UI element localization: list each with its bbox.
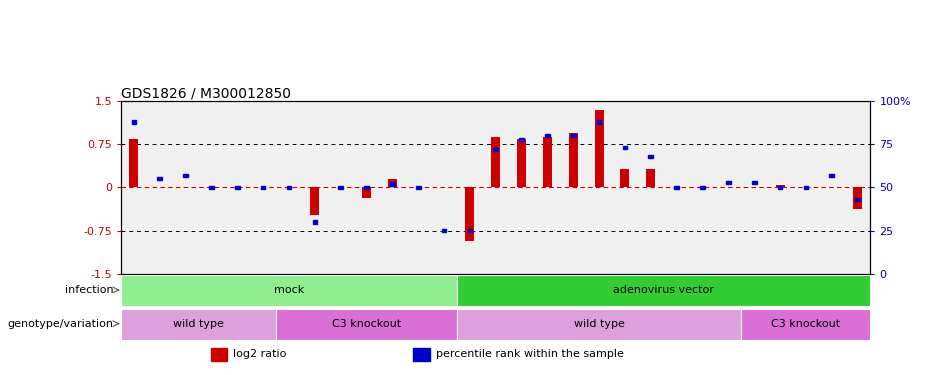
Text: GDS1826 / M300012850: GDS1826 / M300012850 — [121, 86, 291, 100]
Bar — [211, 348, 227, 361]
Bar — [776, 184, 785, 188]
Bar — [388, 179, 397, 188]
Bar — [569, 133, 578, 188]
Bar — [313, 220, 317, 224]
Bar — [287, 186, 291, 189]
Text: log2 ratio: log2 ratio — [234, 349, 287, 359]
Bar — [493, 148, 498, 151]
Bar — [649, 155, 654, 158]
Bar — [364, 186, 369, 189]
Text: C3 knockout: C3 knockout — [332, 319, 401, 329]
Text: percentile rank within the sample: percentile rank within the sample — [436, 349, 624, 359]
Bar — [131, 120, 136, 123]
Bar — [467, 229, 472, 232]
Text: wild type: wild type — [173, 319, 224, 329]
Bar — [856, 198, 860, 201]
Text: wild type: wild type — [573, 319, 625, 329]
Bar — [517, 139, 526, 188]
Bar — [853, 188, 862, 209]
Bar — [620, 169, 629, 188]
Bar — [209, 186, 214, 189]
Bar — [623, 146, 627, 149]
Bar — [543, 138, 552, 188]
Bar — [277, 309, 457, 340]
Bar — [674, 186, 679, 189]
Text: adenovirus vector: adenovirus vector — [614, 285, 714, 295]
Bar — [261, 186, 265, 189]
Bar — [492, 138, 500, 188]
Bar — [752, 181, 757, 184]
Bar — [700, 186, 705, 189]
Bar — [466, 188, 475, 241]
Bar — [413, 348, 430, 361]
Bar — [830, 174, 834, 177]
Bar — [157, 177, 162, 180]
Bar — [777, 186, 782, 189]
Text: genotype/variation: genotype/variation — [7, 319, 114, 329]
Bar — [121, 309, 277, 340]
Bar — [646, 168, 655, 188]
Bar — [741, 309, 870, 340]
Bar — [183, 174, 188, 177]
Bar — [457, 275, 870, 306]
Bar — [362, 188, 371, 198]
Bar — [726, 181, 731, 184]
Bar — [457, 309, 741, 340]
Bar — [310, 188, 319, 214]
Bar — [597, 120, 601, 123]
Bar — [121, 275, 457, 306]
Text: C3 knockout: C3 knockout — [771, 319, 841, 329]
Bar — [235, 186, 239, 189]
Bar — [129, 139, 139, 188]
Bar — [546, 134, 550, 137]
Bar — [441, 229, 446, 232]
Bar — [571, 134, 575, 137]
Text: mock: mock — [274, 285, 304, 295]
Bar — [803, 186, 808, 189]
Bar — [338, 186, 343, 189]
Bar — [595, 110, 603, 188]
Bar — [390, 183, 395, 186]
Bar — [416, 186, 421, 189]
Text: infection: infection — [65, 285, 114, 295]
Bar — [519, 138, 524, 141]
